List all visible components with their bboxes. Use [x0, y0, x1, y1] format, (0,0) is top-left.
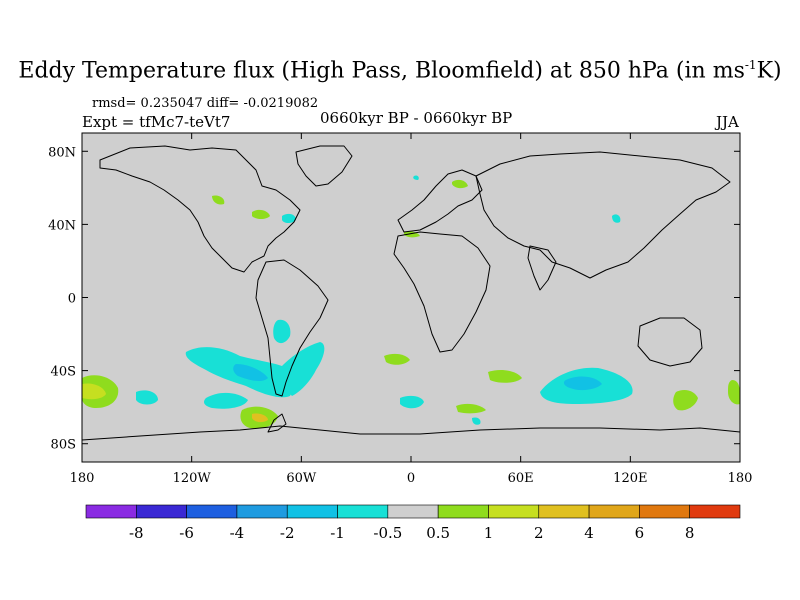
colorbar-label: -1 — [330, 524, 345, 542]
colorbar-swatch — [488, 504, 540, 519]
anomaly-cyan — [413, 175, 419, 180]
colorbar-label: 8 — [685, 524, 695, 542]
colorbar-label: 0.5 — [426, 524, 450, 542]
colorbar-swatch — [437, 504, 489, 519]
anomaly-green — [488, 370, 522, 383]
colorbar-swatch — [236, 504, 288, 519]
anomaly-green — [212, 195, 225, 205]
colorbar-label: 2 — [534, 524, 544, 542]
y-tick-label: 40S — [51, 365, 76, 380]
colorbar-swatch — [136, 504, 187, 519]
season-label: JJA — [716, 113, 739, 131]
anomaly-cyan — [612, 214, 621, 223]
anomaly-cyan — [204, 392, 248, 409]
colorbar-swatch — [588, 504, 640, 519]
colorbar-swatch — [186, 504, 238, 519]
anomaly-green — [384, 353, 410, 365]
x-tick-label: 120E — [613, 471, 647, 486]
plot-title: Eddy Temperature flux (High Pass, Bloomf… — [18, 58, 782, 84]
stats-line: rmsd= 0.235047 diff= -0.0219082 — [92, 96, 319, 111]
colorbar-swatch — [387, 504, 439, 519]
anomaly-cyan — [282, 213, 296, 223]
x-tick-label: 180 — [70, 471, 95, 486]
colorbar-label: 6 — [635, 524, 645, 542]
colorbar-label: 1 — [484, 524, 494, 542]
colorbar-label: -8 — [129, 524, 144, 542]
colorbar-swatch — [85, 504, 137, 519]
map-background — [82, 133, 740, 462]
x-tick-label: 0 — [407, 471, 415, 486]
anomaly-cyan — [400, 395, 424, 409]
anomaly-green — [452, 179, 468, 189]
y-tick-label: 80N — [48, 145, 76, 160]
anomaly-green — [252, 209, 270, 219]
anomaly-cyan — [136, 390, 158, 405]
colorbar-label: -4 — [230, 524, 245, 542]
y-tick-label: 0 — [68, 292, 76, 307]
anomaly-yellow — [252, 413, 268, 423]
x-tick-label: 60E — [508, 471, 534, 486]
anomaly-yellow — [82, 383, 106, 400]
colorbar-swatch — [639, 504, 690, 519]
anomaly-green — [673, 390, 698, 411]
x-tick-label: 60W — [286, 471, 317, 486]
anomaly-cyan — [273, 319, 291, 344]
colorbar-label: -6 — [179, 524, 194, 542]
anomaly-lightblue — [563, 376, 602, 391]
colorbar: -8 -6 -4 -2 -1 -0.5 0.5 1 2 4 6 8 — [85, 504, 741, 542]
anomaly-green — [456, 403, 486, 414]
anomaly-cyan — [472, 417, 481, 425]
axis-ticks: 180 120W 60W 0 60E 120E 180 80N 40N 0 40S 80S — [48, 133, 752, 486]
colorbar-label: 4 — [584, 524, 594, 542]
colorbar-label: -0.5 — [373, 524, 402, 542]
anomaly-lightblue — [233, 364, 268, 382]
anomaly-cyan — [282, 342, 325, 396]
map-panel: 180 120W 60W 0 60E 120E 180 80N 40N 0 40S 80S — [48, 132, 752, 486]
coastlines — [81, 145, 741, 441]
period-label: 0660kyr BP - 0660kyr BP — [320, 109, 513, 127]
x-tick-label: 120W — [173, 471, 212, 486]
y-tick-label: 40N — [48, 218, 76, 233]
colorbar-swatch — [689, 504, 741, 519]
colorbar-swatch — [286, 504, 338, 519]
x-tick-label: 180 — [728, 471, 753, 486]
colorbar-swatch — [538, 504, 590, 519]
colorbar-swatch — [337, 504, 389, 519]
colorbar-label: -2 — [280, 524, 295, 542]
anomaly-green — [728, 380, 740, 405]
anomaly-field — [82, 175, 740, 429]
experiment-label: Expt = tfMc7-teVt7 — [82, 113, 231, 131]
y-tick-label: 80S — [51, 438, 76, 453]
